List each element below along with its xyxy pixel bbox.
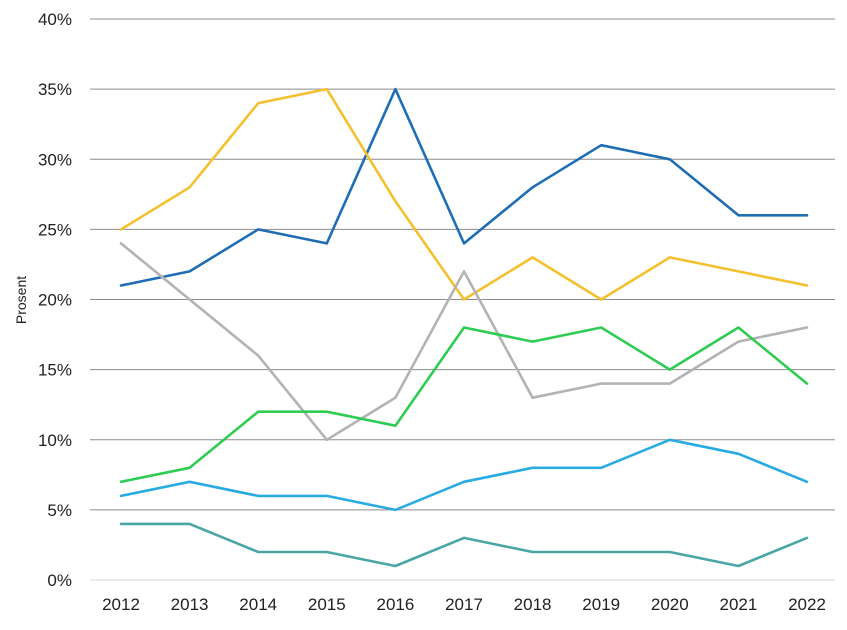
y-tick-label: 40% (38, 10, 72, 29)
series-line-3 (119, 242, 809, 442)
y-tick-label: 5% (47, 501, 72, 520)
x-tick-label: 2016 (376, 595, 414, 614)
series-lines (119, 87, 809, 568)
y-axis-label: Prosent (13, 276, 29, 324)
series-line-6 (119, 522, 809, 568)
x-tick-label: 2013 (171, 595, 209, 614)
y-tick-label: 10% (38, 431, 72, 450)
y-tick-label: 35% (38, 80, 72, 99)
x-tick-label: 2014 (239, 595, 277, 614)
x-tick-label: 2019 (582, 595, 620, 614)
series-line-2 (119, 87, 809, 301)
x-tick-label: 2020 (651, 595, 689, 614)
x-tick-label: 2018 (514, 595, 552, 614)
series-line-5 (119, 438, 809, 512)
series-line-4 (119, 326, 809, 484)
x-tick-label: 2022 (788, 595, 826, 614)
y-tick-label: 25% (38, 220, 72, 239)
y-tick-label: 15% (38, 361, 72, 380)
y-axis-ticks: 0% 5% 10% 15% 20% 25% 30% 35% 40% (38, 10, 72, 590)
x-tick-label: 2012 (102, 595, 140, 614)
x-tick-label: 2021 (719, 595, 757, 614)
series-line-1 (119, 87, 809, 287)
x-tick-label: 2017 (445, 595, 483, 614)
y-tick-label: 0% (47, 571, 72, 590)
x-axis-ticks: 2012 2013 2014 2015 2016 2017 2018 2019 2020 2021… (102, 595, 826, 614)
y-tick-label: 20% (38, 291, 72, 310)
x-tick-label: 2015 (308, 595, 346, 614)
y-tick-label: 30% (38, 150, 72, 169)
